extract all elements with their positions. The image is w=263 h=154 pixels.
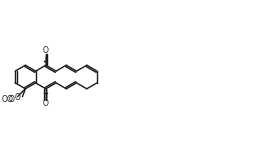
Text: O: O bbox=[43, 46, 49, 55]
Text: O: O bbox=[7, 95, 13, 104]
Text: O: O bbox=[2, 95, 8, 104]
Text: O: O bbox=[43, 99, 49, 108]
Text: O: O bbox=[9, 95, 14, 104]
Text: O: O bbox=[15, 93, 21, 102]
